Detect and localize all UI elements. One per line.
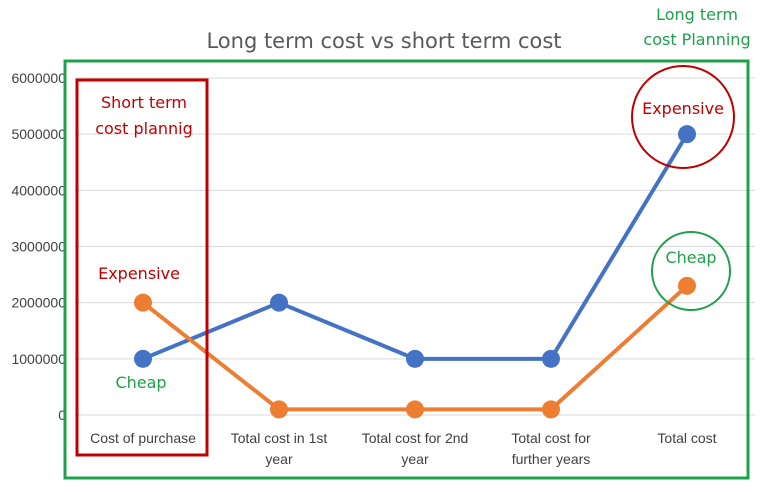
- data-point: [406, 349, 424, 368]
- data-point: [406, 400, 424, 419]
- x-category-label: Total cost in 1st: [231, 430, 328, 446]
- short-term-label: Short term: [101, 93, 187, 112]
- annotations: Long term cost Planning Short term cost pla…: [63, 5, 751, 480]
- y-tick-label: 6000000: [11, 70, 66, 86]
- data-point: [270, 293, 288, 312]
- series-line-2: [141, 284, 689, 412]
- purchase-cheap-label: Cheap: [115, 373, 166, 392]
- y-tick-label: 3000000: [11, 239, 66, 255]
- data-point: [678, 276, 696, 295]
- x-category-label: further years: [512, 451, 591, 467]
- gridlines: [75, 77, 755, 416]
- long-term-box: [63, 59, 750, 480]
- data-point: [542, 400, 560, 419]
- data-point: [542, 349, 560, 368]
- data-point: [134, 293, 152, 312]
- chart-title: Long term cost vs short term cost: [206, 29, 561, 53]
- series-points: [134, 125, 696, 419]
- x-category-label: Total cost: [657, 430, 716, 446]
- x-category-label: Total cost for: [511, 430, 591, 446]
- y-tick-label: 0: [58, 407, 66, 423]
- data-point: [134, 349, 152, 368]
- y-tick-label: 2000000: [11, 295, 66, 311]
- series-lines: [141, 133, 689, 412]
- x-axis-category-labels: Cost of purchase Total cost in 1st year Tot…: [90, 430, 717, 467]
- x-category-label: year: [401, 451, 429, 467]
- short-term-box: [75, 78, 209, 457]
- long-term-label: Long term: [656, 5, 738, 24]
- total-expensive-label: Expensive: [642, 99, 724, 118]
- x-category-label: Total cost for 2nd: [362, 430, 469, 446]
- y-tick-label: 5000000: [11, 126, 66, 142]
- y-tick-label: 1000000: [11, 351, 66, 367]
- short-term-label: cost plannig: [95, 119, 193, 138]
- y-axis-tick-labels: 0 1000000 2000000 3000000 4000000 5000000 6000…: [11, 70, 66, 423]
- x-category-label: Cost of purchase: [90, 430, 196, 446]
- total-expensive-circle: [631, 65, 735, 169]
- data-point: [270, 400, 288, 419]
- total-cheap-circle: [651, 231, 731, 311]
- y-tick-label: 4000000: [11, 182, 66, 198]
- total-cheap-label: Cheap: [665, 248, 716, 267]
- long-term-label: cost Planning: [643, 30, 750, 49]
- x-category-label: year: [265, 451, 293, 467]
- data-point: [678, 125, 696, 144]
- purchase-expensive-label: Expensive: [98, 264, 180, 283]
